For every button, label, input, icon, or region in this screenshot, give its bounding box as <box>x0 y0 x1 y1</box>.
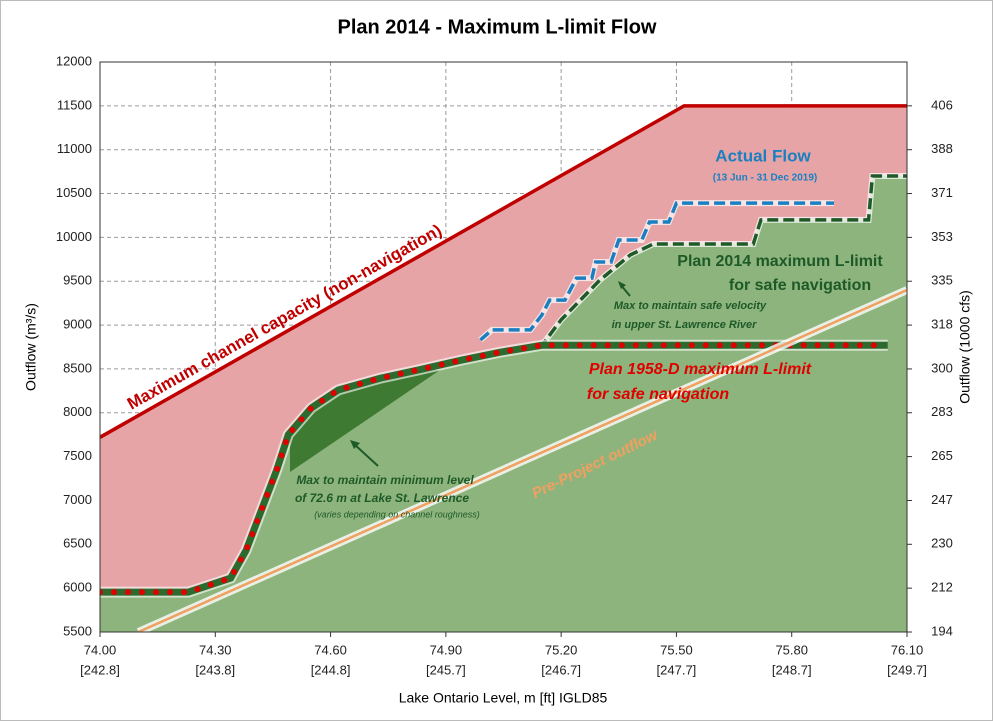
y2-tick-label: 212 <box>931 580 953 595</box>
y-tick-label: 11500 <box>57 97 92 112</box>
y-tick-label: 6000 <box>63 580 92 595</box>
y2-tick-label: 335 <box>931 273 953 288</box>
y2-tick-label: 406 <box>931 97 953 112</box>
y-tick-label: 8000 <box>63 404 92 419</box>
x-tick-label: 75.20 <box>545 642 578 657</box>
x-axis-title: Lake Ontario Level, m [ft] IGLD85 <box>399 690 608 706</box>
x-tick-label: 74.30 <box>199 642 232 657</box>
min-level-arrow <box>353 443 379 467</box>
chart-title: Plan 2014 - Maximum L-limit Flow <box>338 16 657 38</box>
y2-tick-label: 353 <box>931 229 953 244</box>
y2-tick-label: 283 <box>931 404 953 419</box>
x-tick-label-ft: [246.7] <box>541 662 581 677</box>
y2-axis-title: Outflow (1000 cfs) <box>957 290 973 404</box>
y-tick-label: 12000 <box>56 53 92 68</box>
y-axis-title: Outflow (m³/s) <box>23 303 39 391</box>
y2-tick-label: 318 <box>931 317 953 332</box>
line <box>100 342 891 596</box>
y2-tick-label: 388 <box>931 141 953 156</box>
y-tick-label: 10500 <box>56 185 92 200</box>
line <box>137 288 907 632</box>
velocity-note: Max to maintain safe velocity <box>614 300 767 312</box>
x-tick-label: 75.50 <box>660 642 693 657</box>
min-level-note-3: (varies depending on channel roughness) <box>314 509 480 519</box>
x-tick-label-ft: [243.8] <box>195 662 235 677</box>
y2-tick-label: 371 <box>931 185 953 200</box>
y-tick-label: 7000 <box>63 492 92 507</box>
y-tick-label: 9500 <box>63 273 92 288</box>
y-tick-label: 7500 <box>63 448 92 463</box>
arrow-head <box>350 440 360 449</box>
x-tick-label: 74.90 <box>430 642 463 657</box>
arrow-head <box>618 281 626 289</box>
line <box>479 201 834 342</box>
fills <box>100 105 907 632</box>
ticks: 5500 6000 6500 7000 7500 8000 8500 9000 9500 1000… <box>56 53 953 677</box>
min-level-note-2: of 72.6 m at Lake St. Lawrence <box>295 491 469 505</box>
y2-tick-label: 247 <box>931 492 953 507</box>
x-tick-label: 74.00 <box>84 642 117 657</box>
area <box>100 176 907 632</box>
actual-period: (13 Jun - 31 Dec 2019) <box>713 173 818 184</box>
actual-label: Actual Flow <box>715 146 811 165</box>
x-tick-label-ft: [247.7] <box>657 662 697 677</box>
plot-border <box>99 61 908 633</box>
plan1958-label: Plan 1958-D maximum L-limit <box>589 361 812 378</box>
line <box>100 104 907 439</box>
plan2014-label-2: for safe navigation <box>729 277 871 294</box>
velocity-note-2: in upper St. Lawrence River <box>612 319 758 331</box>
plan1958-label-2: for safe navigation <box>587 386 729 403</box>
min-level-note: Max to maintain minimum level <box>296 473 474 487</box>
y-tick-label: 9000 <box>63 317 92 332</box>
x-tick-label: 75.80 <box>775 642 808 657</box>
x-tick-label-ft: [248.7] <box>772 662 812 677</box>
x-tick-label: 74.60 <box>314 642 347 657</box>
x-tick-label: 76.10 <box>891 642 924 657</box>
y2-tick-label: 230 <box>931 536 953 551</box>
y-tick-label: 5500 <box>63 623 92 638</box>
x-tick-label-ft: [249.7] <box>887 662 927 677</box>
plan2014-label: Plan 2014 maximum L-limit <box>677 253 883 270</box>
y-tick-label: 11000 <box>57 141 92 156</box>
y2-tick-label: 300 <box>931 360 953 375</box>
y2-tick-label: 194 <box>931 623 953 638</box>
y-tick-label: 8500 <box>63 360 92 375</box>
x-tick-label-ft: [245.7] <box>426 662 466 677</box>
y-tick-label: 10000 <box>56 229 92 244</box>
lines <box>100 104 907 632</box>
x-tick-label-ft: [244.8] <box>311 662 351 677</box>
x-tick-label-ft: [242.8] <box>80 662 120 677</box>
y2-tick-label: 265 <box>931 448 953 463</box>
min-level-region <box>290 370 440 472</box>
y-tick-label: 6500 <box>63 536 92 551</box>
